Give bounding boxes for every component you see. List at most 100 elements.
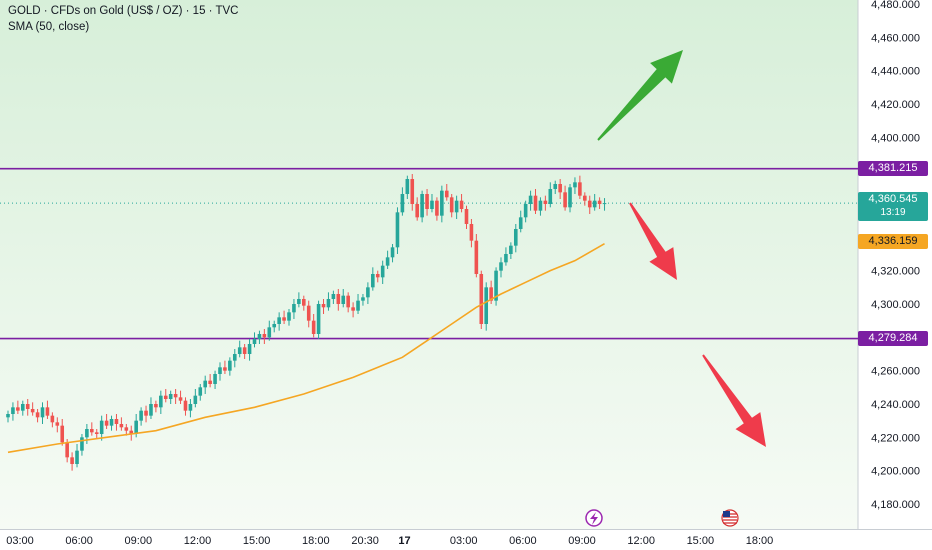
candle-body[interactable] xyxy=(351,307,355,311)
candle-body[interactable] xyxy=(548,189,553,204)
candle-body[interactable] xyxy=(287,312,291,321)
candle-body[interactable] xyxy=(232,354,237,361)
candle-body[interactable] xyxy=(400,194,405,213)
us-flag-icon[interactable] xyxy=(721,509,739,527)
candle-body[interactable] xyxy=(292,304,296,313)
candle-body[interactable] xyxy=(25,404,30,409)
candle-body[interactable] xyxy=(267,327,272,338)
candle-body[interactable] xyxy=(395,212,400,248)
candle-body[interactable] xyxy=(518,217,523,229)
candle-body[interactable] xyxy=(405,179,410,194)
candle-body[interactable] xyxy=(543,200,548,204)
candle-body[interactable] xyxy=(70,457,74,464)
candle-body[interactable] xyxy=(30,409,35,413)
candle-body[interactable] xyxy=(513,229,518,246)
candle-body[interactable] xyxy=(587,200,592,208)
candle-body[interactable] xyxy=(321,304,326,308)
candle-body[interactable] xyxy=(578,182,582,196)
candle-body[interactable] xyxy=(55,422,60,426)
candle-body[interactable] xyxy=(499,262,503,271)
candle-body[interactable] xyxy=(45,407,50,416)
candle-body[interactable] xyxy=(449,197,454,213)
candle-body[interactable] xyxy=(469,224,474,241)
candle-body[interactable] xyxy=(371,274,375,288)
candle-body[interactable] xyxy=(420,194,424,218)
candle-body[interactable] xyxy=(459,200,464,209)
candle-body[interactable] xyxy=(193,395,198,404)
candle-body[interactable] xyxy=(40,407,45,418)
candle-body[interactable] xyxy=(602,203,607,205)
candle-body[interactable] xyxy=(154,404,158,408)
candle-body[interactable] xyxy=(282,317,286,321)
candle-body[interactable] xyxy=(390,247,395,258)
candle-body[interactable] xyxy=(523,204,528,218)
candle-body[interactable] xyxy=(228,360,232,371)
candle-body[interactable] xyxy=(75,450,79,464)
candle-body[interactable] xyxy=(208,380,212,384)
candle-body[interactable] xyxy=(302,299,306,306)
candle-body[interactable] xyxy=(114,419,119,424)
candle-body[interactable] xyxy=(188,404,193,411)
candle-body[interactable] xyxy=(104,420,109,426)
candle-body[interactable] xyxy=(563,192,567,208)
candle-body[interactable] xyxy=(6,414,10,418)
candle-body[interactable] xyxy=(346,295,350,308)
candle-body[interactable] xyxy=(272,324,277,328)
candle-body[interactable] xyxy=(316,304,321,334)
candle-body[interactable] xyxy=(504,254,508,263)
lightning-icon[interactable] xyxy=(585,509,603,527)
candle-body[interactable] xyxy=(573,182,577,188)
arrow-up[interactable] xyxy=(597,50,683,141)
candle-body[interactable] xyxy=(20,404,25,411)
candle-body[interactable] xyxy=(583,195,587,201)
candle-body[interactable] xyxy=(163,395,168,399)
candle-body[interactable] xyxy=(528,195,533,204)
candle-body[interactable] xyxy=(109,419,114,426)
candle-body[interactable] xyxy=(479,274,484,324)
candle-body[interactable] xyxy=(94,432,99,434)
candle-body[interactable] xyxy=(242,347,247,354)
candle-body[interactable] xyxy=(444,190,449,198)
candle-body[interactable] xyxy=(11,407,15,414)
candle-body[interactable] xyxy=(65,442,69,458)
candle-body[interactable] xyxy=(558,184,562,193)
candle-body[interactable] xyxy=(218,367,222,374)
candle-body[interactable] xyxy=(509,245,513,254)
candle-body[interactable] xyxy=(277,317,281,324)
candle-body[interactable] xyxy=(35,412,40,418)
candle-body[interactable] xyxy=(435,200,439,216)
candle-body[interactable] xyxy=(568,187,572,208)
candle-body[interactable] xyxy=(257,334,262,339)
candle-body[interactable] xyxy=(440,190,444,216)
candle-body[interactable] xyxy=(366,287,370,298)
candle-body[interactable] xyxy=(129,430,134,434)
candle-body[interactable] xyxy=(494,270,498,301)
candle-body[interactable] xyxy=(336,294,341,304)
candle-body[interactable] xyxy=(60,425,65,443)
candle-body[interactable] xyxy=(262,334,267,338)
candle-body[interactable] xyxy=(16,407,20,411)
candle-body[interactable] xyxy=(223,367,227,371)
candle-body[interactable] xyxy=(474,240,479,274)
candle-body[interactable] xyxy=(159,395,163,408)
candle-body[interactable] xyxy=(430,200,434,209)
candle-body[interactable] xyxy=(341,295,346,304)
candle-body[interactable] xyxy=(375,274,380,278)
candle-body[interactable] xyxy=(356,300,360,311)
candle-body[interactable] xyxy=(538,200,543,211)
candle-body[interactable] xyxy=(99,420,104,434)
candle-body[interactable] xyxy=(361,297,365,301)
candle-body[interactable] xyxy=(553,184,558,189)
candle-body[interactable] xyxy=(183,400,188,411)
candle-body[interactable] xyxy=(90,429,94,433)
candle-body[interactable] xyxy=(168,394,173,399)
candle-body[interactable] xyxy=(144,410,148,416)
candle-body[interactable] xyxy=(198,387,203,396)
candle-body[interactable] xyxy=(297,299,301,304)
candle-body[interactable] xyxy=(213,374,217,384)
candle-body[interactable] xyxy=(85,429,89,438)
candle-body[interactable] xyxy=(119,424,124,428)
arrow-down-short[interactable] xyxy=(629,202,677,281)
